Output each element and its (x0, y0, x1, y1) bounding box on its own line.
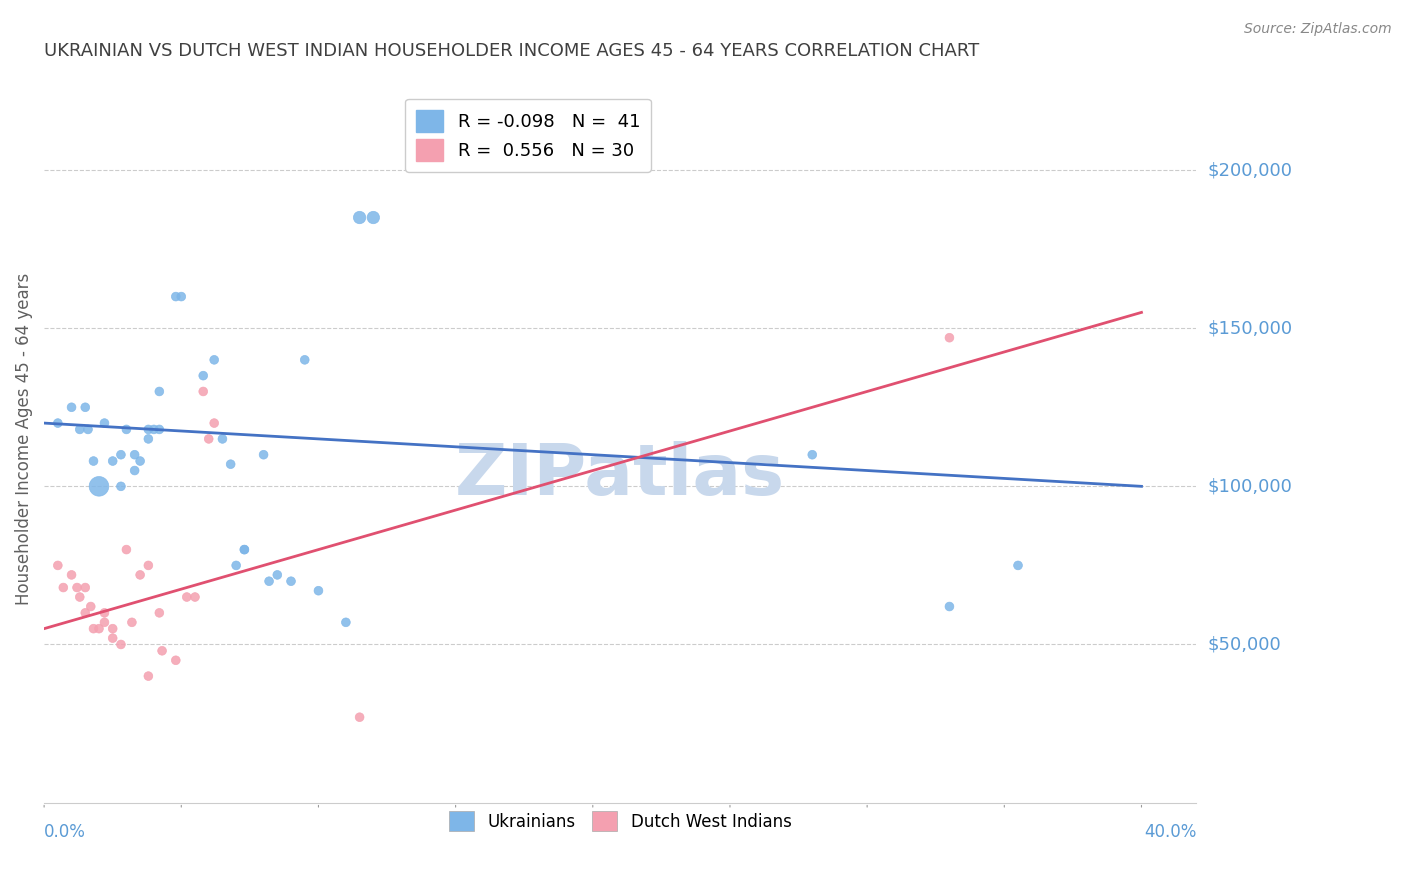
Point (110, 448, 132, 462)
Point (938, 599, 960, 614)
Point (252, 448, 274, 462)
Point (165, 653, 187, 667)
Text: 0.0%: 0.0% (44, 823, 86, 841)
Point (124, 463, 146, 477)
Point (129, 567, 152, 582)
Point (77, 422, 100, 436)
Text: UKRAINIAN VS DUTCH WEST INDIAN HOUSEHOLDER INCOME AGES 45 - 64 YEARS CORRELATION: UKRAINIAN VS DUTCH WEST INDIAN HOUSEHOLD… (44, 42, 980, 60)
Point (138, 669, 160, 683)
Point (101, 622, 124, 636)
Point (69, 590, 91, 604)
Text: $200,000: $200,000 (1208, 161, 1292, 179)
Text: Source: ZipAtlas.com: Source: ZipAtlas.com (1244, 22, 1392, 37)
Point (138, 432, 160, 446)
Point (142, 422, 165, 436)
Point (115, 422, 138, 436)
Point (115, 542, 138, 557)
Point (193, 368, 215, 383)
Point (335, 615, 357, 630)
Point (93, 606, 115, 620)
Legend: Ukrainians, Dutch West Indians: Ukrainians, Dutch West Indians (443, 805, 799, 838)
Point (46, 558, 69, 573)
Point (69, 422, 91, 436)
Point (75, 581, 97, 595)
Point (211, 432, 233, 446)
Point (307, 583, 329, 598)
Point (138, 422, 160, 436)
Point (148, 384, 170, 399)
Point (101, 454, 124, 468)
Point (165, 289, 187, 303)
Point (66, 581, 89, 595)
Point (257, 574, 280, 589)
Point (60, 401, 83, 415)
Point (176, 590, 198, 604)
Point (60, 567, 83, 582)
Point (148, 606, 170, 620)
Point (294, 352, 316, 367)
Text: ZIPatlas: ZIPatlas (456, 441, 786, 509)
Point (184, 590, 207, 604)
Point (110, 637, 132, 651)
Point (129, 454, 152, 468)
Point (110, 479, 132, 493)
Point (202, 352, 225, 367)
Point (1007, 558, 1029, 573)
Point (349, 211, 371, 225)
Point (52, 581, 75, 595)
Point (363, 211, 385, 225)
Text: $150,000: $150,000 (1208, 319, 1292, 337)
Point (75, 606, 97, 620)
Y-axis label: Householder Income Ages 45 - 64 years: Householder Income Ages 45 - 64 years (15, 273, 32, 605)
Point (93, 416, 115, 430)
Point (202, 416, 225, 430)
Point (75, 401, 97, 415)
Point (225, 558, 247, 573)
Point (124, 448, 146, 462)
Point (233, 542, 256, 557)
Point (93, 615, 115, 630)
Point (80, 599, 103, 614)
Point (801, 448, 824, 462)
Point (101, 631, 124, 645)
Point (148, 422, 170, 436)
Point (87, 622, 110, 636)
Point (233, 542, 256, 557)
Point (46, 416, 69, 430)
Point (266, 567, 288, 582)
Point (82, 454, 104, 468)
Point (150, 644, 173, 658)
Text: $100,000: $100,000 (1208, 477, 1292, 495)
Point (938, 331, 960, 345)
Point (82, 622, 104, 636)
Text: 40.0%: 40.0% (1144, 823, 1197, 841)
Point (219, 457, 242, 471)
Point (349, 710, 371, 724)
Point (87, 479, 110, 493)
Text: $50,000: $50,000 (1208, 635, 1281, 654)
Point (197, 432, 219, 446)
Point (138, 558, 160, 573)
Point (170, 289, 193, 303)
Point (121, 615, 143, 630)
Point (280, 574, 302, 589)
Point (193, 384, 215, 399)
